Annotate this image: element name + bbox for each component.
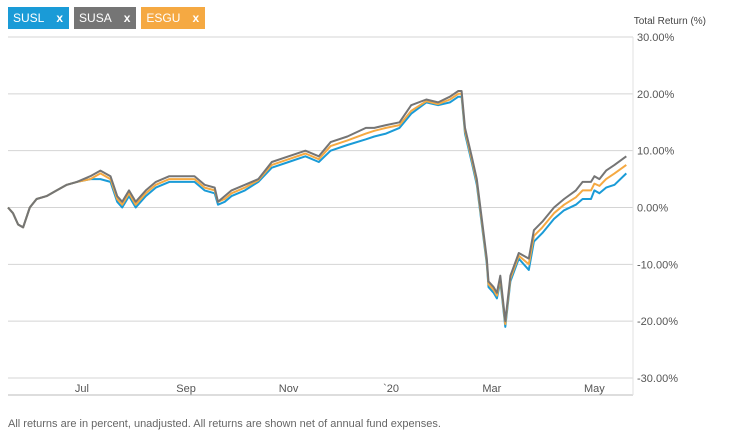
series-line-susl [7,95,627,328]
close-icon[interactable]: x [123,11,131,25]
y-tick-label: -30.00% [637,373,678,385]
x-tick-label: Jul [75,383,89,395]
x-tick-label: Nov [279,383,299,395]
x-tick-label: Sep [176,383,196,395]
y-axis-title: Total Return (%) [633,16,706,27]
y-tick-labels: 30.00% 20.00% 10.00% 0.00% -10.00% -20.00% -30… [637,32,678,385]
x-tick-labels: Jul Sep Nov `20 Mar May [75,383,605,395]
series-line-susa [7,90,627,323]
legend-tag-esgu[interactable]: ESGU x [141,7,206,29]
series-line-esgu [7,92,627,325]
y-tick-label: 20.00% [637,89,675,101]
legend-tag-susa[interactable]: SUSA x [74,7,137,29]
grid-lines [8,36,634,396]
legend-tag-label: SUSL [13,11,45,25]
legend-tag-label: ESGU [146,11,181,25]
y-tick-label: -20.00% [637,316,678,328]
y-tick-label: 30.00% [637,32,675,44]
x-tick-label: `20 [383,383,399,395]
x-tick-label: May [584,383,605,395]
y-tick-label: 10.00% [637,146,675,158]
legend-tag-susl[interactable]: SUSL x [8,7,70,29]
legend-tag-label: SUSA [79,11,112,25]
line-chart: 30.00% 20.00% 10.00% 0.00% -10.00% -20.00% -30… [7,32,678,396]
series-lines [7,90,627,328]
legend-tags: SUSL x SUSA x ESGU x [8,7,206,29]
y-tick-label: 0.00% [637,203,668,215]
footnote: All returns are in percent, unadjusted. … [8,418,441,430]
close-icon[interactable]: x [192,11,200,25]
close-icon[interactable]: x [56,11,64,25]
y-tick-label: -10.00% [637,259,678,271]
x-tick-label: Mar [482,383,501,395]
